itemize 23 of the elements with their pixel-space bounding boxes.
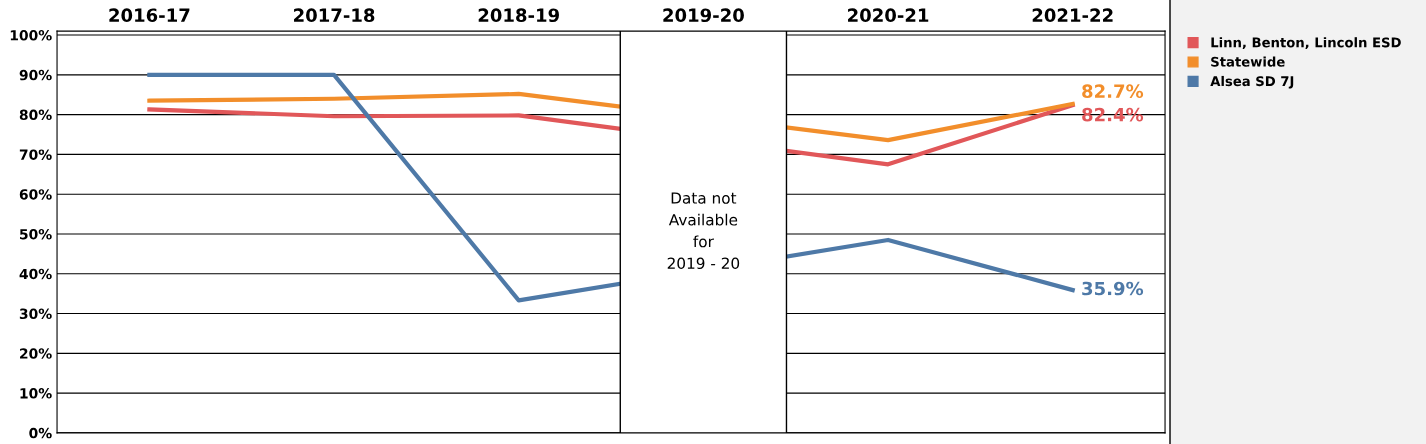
y-tick-label: 50% [20, 228, 52, 240]
data-label: 35.9% [1082, 281, 1144, 296]
legend-label: Statewide [1211, 56, 1285, 67]
x-tick-label: 2017-18 [294, 8, 375, 23]
y-tick-label: 20% [20, 348, 52, 359]
legend-label: Alsea SD 7J [1210, 75, 1294, 89]
legend-label: Linn, Benton, Lincoln ESD [1211, 37, 1401, 50]
data-label: 82.7% [1082, 84, 1144, 99]
x-tick-label: 2021-22 [1032, 8, 1113, 23]
x-tick-label: 2016-17 [109, 8, 190, 23]
y-tick-label: 100% [10, 30, 52, 41]
y-tick-label: 90% [19, 69, 52, 81]
y-tick-label: 40% [19, 268, 52, 280]
x-tick-label: 2019-20 [663, 8, 744, 23]
band-label: Data not Available for 2019 - 20 [667, 192, 740, 270]
y-tick-label: 0% [29, 427, 52, 439]
y-tick-label: 80% [19, 109, 52, 121]
y-tick-label: 70% [19, 149, 52, 160]
x-tick-label: 2018-19 [478, 8, 559, 23]
y-tick-label: 10% [20, 388, 52, 399]
y-tick-label: 30% [19, 308, 52, 320]
y-tick-label: 60% [19, 189, 52, 200]
x-tick-label: 2020-21 [848, 8, 929, 23]
